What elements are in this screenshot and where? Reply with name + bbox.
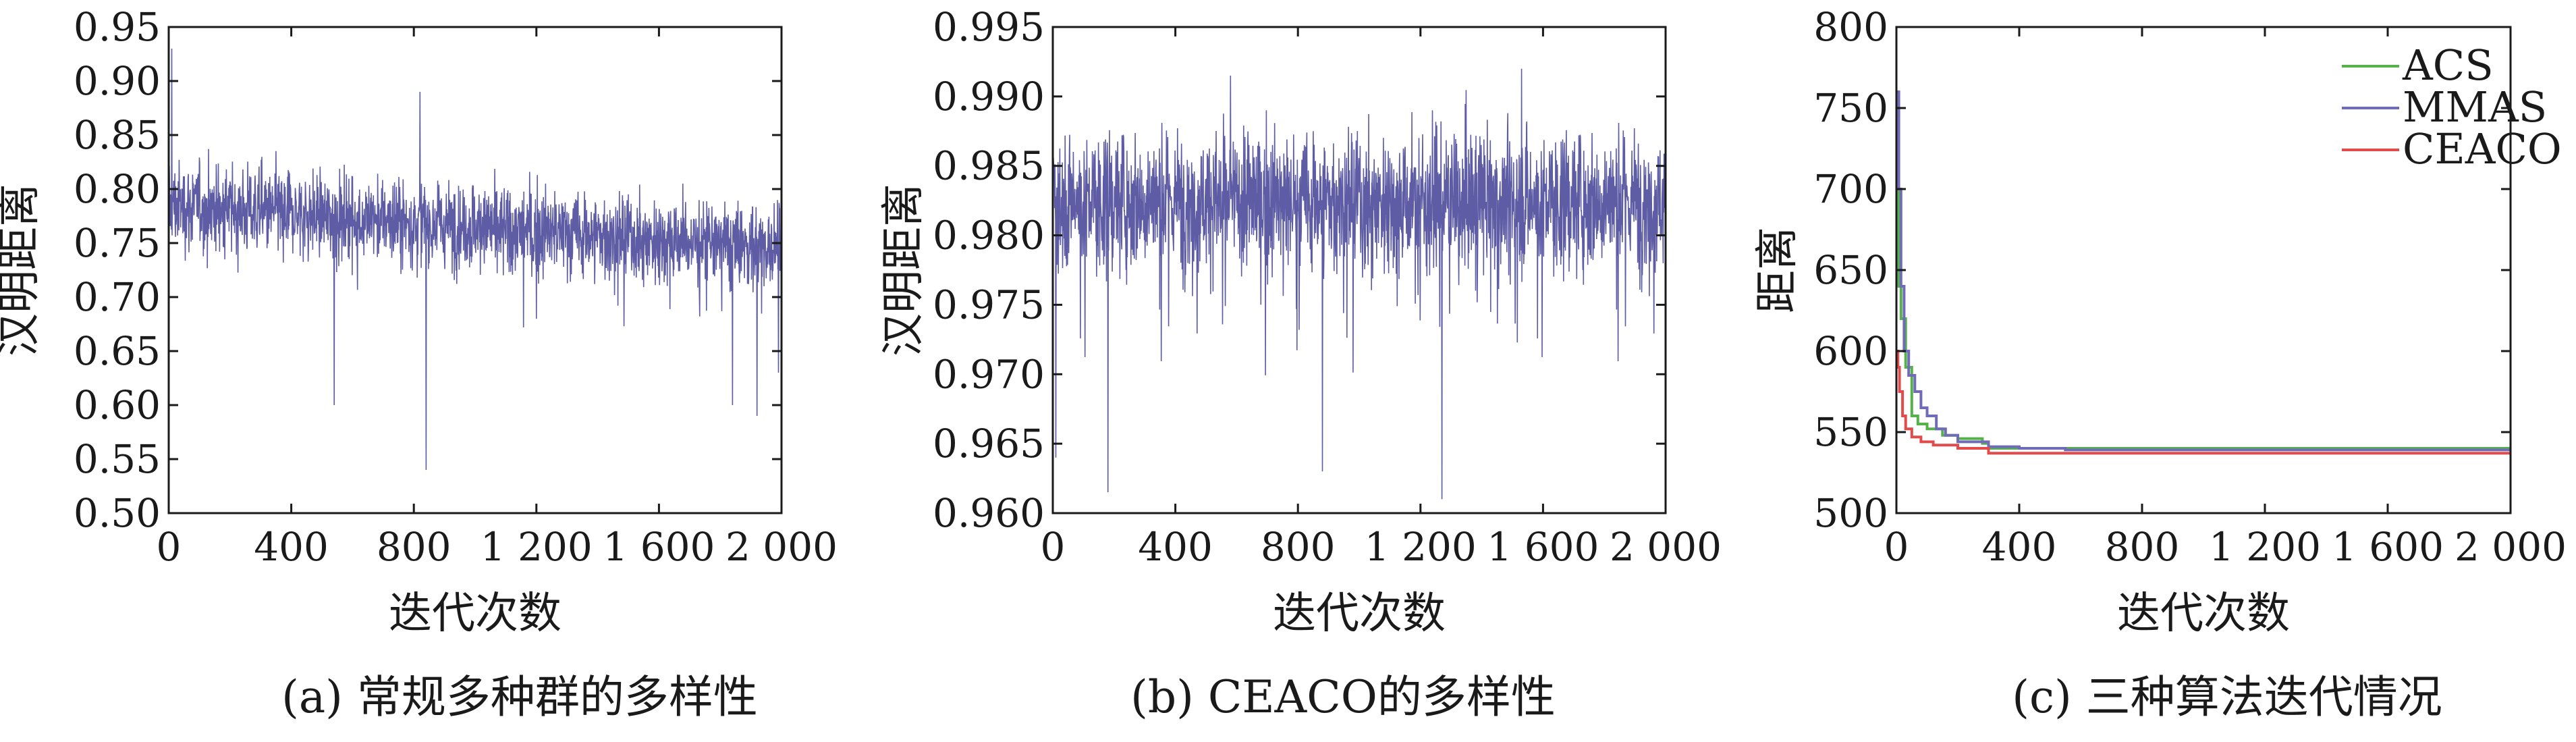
y-tick-label: 500 [1813,490,1888,536]
x-axis-label: 迭代次数 [1273,589,1446,639]
y-tick-label: 0.50 [74,490,161,536]
y-axis-label: 汉明距离 [879,184,929,356]
y-tick-label: 750 [1813,85,1888,131]
y-tick-label: 0.70 [74,274,161,320]
x-tick-label: 1 200 [481,524,593,570]
x-tick-label: 2 000 [725,524,838,570]
series-line-acs [1896,188,2511,450]
y-axis-label: 距离 [1753,227,1803,313]
panel-a: 0 400 800 1 200 1 600 2 000 0.50 0.55 0.60 0.65 0.… [0,4,838,723]
y-tick-label: 0.80 [74,166,161,212]
legend-label-acs: ACS [2402,41,2494,90]
y-tick-label: 0.55 [74,436,161,482]
panel-caption: (c) 三种算法迭代情况 [2012,671,2442,723]
plot-frame [167,26,783,514]
y-axis-label: 汉明距离 [0,184,45,356]
x-tick-label: 1 200 [1365,524,1477,570]
panel-caption: (b) CEACO的多样性 [1130,671,1556,723]
y-tick-label: 0.65 [74,328,161,374]
x-axis-label: 迭代次数 [389,589,561,639]
y-tick-label: 0.960 [933,490,1045,536]
plot-frame [1051,26,1667,514]
x-tick-label: 0 [1884,524,1909,570]
y-tick-label: 0.85 [74,112,161,158]
y-tick-label: 0.60 [74,382,161,428]
x-tick-label: 2 000 [1610,524,1722,570]
x-tick-label: 1 600 [603,524,715,570]
x-tick-label: 400 [254,524,329,570]
y-tick-label: 0.990 [933,74,1045,120]
x-tick-label: 800 [1261,524,1336,570]
x-tick-label: 0 [1041,524,1066,570]
legend-label-ceaco: CEACO [2403,124,2562,174]
y-tick-label: 0.75 [74,220,161,266]
panel-caption: (a) 常规多种群的多样性 [281,671,758,723]
x-tick-label: 2 000 [2455,524,2567,570]
y-tick-label: 0.985 [933,143,1045,189]
legend-label-mmas: MMAS [2403,82,2547,132]
series-line-ceaco [1896,350,2511,455]
y-tick-label: 0.980 [933,213,1045,259]
y-tick-label: 550 [1813,409,1888,455]
series-line-diversity [1052,68,1666,500]
series-line-mmas [1896,90,2511,452]
y-tick-label: 0.975 [933,282,1045,327]
x-tick-label: 400 [1138,524,1213,570]
panel-b: 0 400 800 1 200 1 600 2 000 0.960 0.965 0.970 0.9… [879,4,1722,723]
y-tick-label: 0.90 [74,58,161,104]
x-axis-label: 迭代次数 [2117,589,2290,639]
x-tick-label: 1 200 [2209,524,2321,570]
y-tick-label: 0.970 [933,351,1045,397]
x-tick-label: 1 600 [2332,524,2444,570]
y-tick-label: 0.95 [74,4,161,50]
y-tick-label: 0.965 [933,421,1045,467]
x-tick-label: 1 600 [1487,524,1599,570]
x-tick-label: 800 [2105,524,2180,570]
series-line-diversity [168,26,782,471]
y-tick-label: 0.995 [933,4,1045,50]
y-tick-label: 600 [1813,328,1888,374]
y-tick-label: 650 [1813,247,1888,293]
y-tick-label: 700 [1813,166,1888,212]
y-tick-label: 800 [1813,4,1888,50]
x-tick-label: 800 [377,524,451,570]
x-tick-label: 0 [157,524,182,570]
x-tick-label: 400 [1982,524,2057,570]
